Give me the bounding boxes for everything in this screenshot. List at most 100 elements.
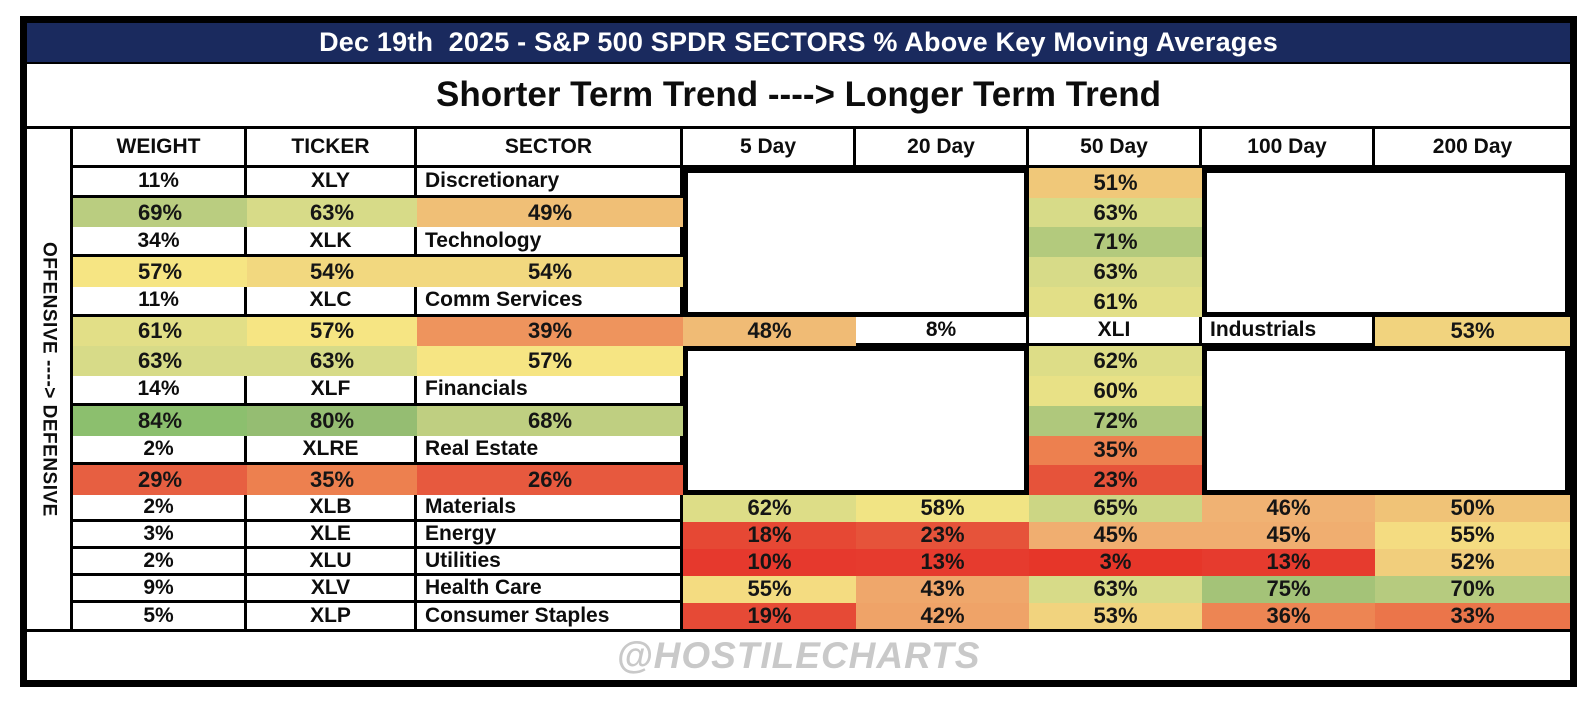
value-cell-xlre-50-day: 35% xyxy=(247,465,417,495)
value-cell-xlb-5-day: 62% xyxy=(683,494,856,522)
weight-cell-xlc: 11% xyxy=(73,286,247,317)
value-cell-xlf-100-day: 68% xyxy=(417,405,683,436)
value-cell-xle-20-day: 23% xyxy=(856,521,1029,549)
value-cell-xlb-100-day: 46% xyxy=(1202,494,1375,522)
value-cell-xlu-100-day: 13% xyxy=(1202,548,1375,576)
column-header-sector: SECTOR xyxy=(417,129,683,168)
sector-cell-xlv: Health Care xyxy=(417,575,683,603)
value-cell-xlp-5-day: 19% xyxy=(683,602,856,629)
column-header-200-day: 200 Day xyxy=(1375,129,1570,168)
sector-cell-xlf: Financials xyxy=(417,376,683,406)
sector-cell-xli: Industrials xyxy=(1202,316,1375,347)
value-cell-xlu-20-day: 13% xyxy=(856,548,1029,576)
value-cell-xlre-200-day: 23% xyxy=(1029,465,1202,495)
value-cell-xlu-200-day: 52% xyxy=(1375,548,1570,576)
value-cell-xlf-50-day: 80% xyxy=(247,405,417,436)
value-cell-xlre-5-day: 35% xyxy=(1029,435,1202,466)
value-cell-xlc-20-day: 61% xyxy=(73,316,247,347)
value-cell-xlp-50-day: 53% xyxy=(1029,602,1202,629)
weight-cell-xlp: 5% xyxy=(73,602,247,629)
weight-cell-xlb: 2% xyxy=(73,494,247,522)
ticker-cell-xlb: XLB xyxy=(247,494,417,522)
ticker-cell-xlp: XLP xyxy=(247,602,417,629)
weight-cell-xlk: 34% xyxy=(73,227,247,258)
sector-cell-xlu: Utilities xyxy=(417,548,683,576)
ticker-cell-xlc: XLC xyxy=(247,286,417,317)
sector-table: WEIGHT TICKER SECTOR 5 Day 20 Day 50 Day 100 D… xyxy=(73,129,1570,629)
value-cell-xli-5-day: 53% xyxy=(1375,316,1570,347)
main-area: OFFENSIVE ----> DEFENSIVE WEIGHT TICKER SE… xyxy=(27,129,1570,629)
value-cell-xlk-20-day: 57% xyxy=(73,257,247,287)
offensive-defensive-label: OFFENSIVE ----> DEFENSIVE xyxy=(38,241,60,517)
value-cell-xlp-100-day: 36% xyxy=(1202,602,1375,629)
weight-cell-xly: 11% xyxy=(73,168,247,198)
ticker-cell-xlu: XLU xyxy=(247,548,417,576)
column-header-100-day: 100 Day xyxy=(1202,129,1375,168)
value-cell-xly-200-day: 63% xyxy=(1029,197,1202,228)
value-cell-xlc-200-day: 48% xyxy=(683,316,856,347)
value-cell-xlb-50-day: 65% xyxy=(1029,494,1202,522)
group-box-4 xyxy=(1202,346,1570,495)
value-cell-xly-5-day: 51% xyxy=(1029,168,1202,198)
value-cell-xli-50-day: 63% xyxy=(247,346,417,377)
value-cell-xly-100-day: 49% xyxy=(417,197,683,228)
weight-cell-xli: 8% xyxy=(856,316,1029,347)
ticker-cell-xlv: XLV xyxy=(247,575,417,603)
value-cell-xlre-20-day: 29% xyxy=(73,465,247,495)
value-cell-xlk-100-day: 54% xyxy=(417,257,683,287)
ticker-cell-xlre: XLRE xyxy=(247,435,417,466)
footer-row: @HOSTILECHARTS xyxy=(27,629,1570,680)
subtitle-row: Shorter Term Trend ----> Longer Term Tre… xyxy=(27,64,1570,129)
trend-subtitle: Shorter Term Trend ----> Longer Term Tre… xyxy=(435,75,1162,114)
weight-cell-xlre: 2% xyxy=(73,435,247,466)
value-cell-xlv-200-day: 70% xyxy=(1375,575,1570,603)
sector-cell-xlre: Real Estate xyxy=(417,435,683,466)
sector-cell-xlc: Comm Services xyxy=(417,286,683,317)
value-cell-xlv-50-day: 63% xyxy=(1029,575,1202,603)
value-cell-xlv-5-day: 55% xyxy=(683,575,856,603)
value-cell-xli-20-day: 63% xyxy=(73,346,247,377)
value-cell-xly-50-day: 63% xyxy=(247,197,417,228)
value-cell-xlu-50-day: 3% xyxy=(1029,548,1202,576)
watermark: @HOSTILECHARTS xyxy=(616,635,981,676)
column-header-20-day: 20 Day xyxy=(856,129,1029,168)
value-cell-xlf-5-day: 60% xyxy=(1029,376,1202,406)
weight-cell-xlu: 2% xyxy=(73,548,247,576)
value-cell-xlp-200-day: 33% xyxy=(1375,602,1570,629)
value-cell-xli-200-day: 62% xyxy=(1029,346,1202,377)
group-box-2 xyxy=(1202,168,1570,317)
value-cell-xli-100-day: 57% xyxy=(417,346,683,377)
weight-cell-xle: 3% xyxy=(73,521,247,549)
sector-cell-xlk: Technology xyxy=(417,227,683,258)
value-cell-xlk-5-day: 71% xyxy=(1029,227,1202,258)
value-cell-xle-200-day: 55% xyxy=(1375,521,1570,549)
value-cell-xlc-100-day: 39% xyxy=(417,316,683,347)
ticker-cell-xli: XLI xyxy=(1029,316,1202,347)
column-header-50-day: 50 Day xyxy=(1029,129,1202,168)
ticker-cell-xlf: XLF xyxy=(247,376,417,406)
value-cell-xlc-50-day: 57% xyxy=(247,316,417,347)
column-header-weight: WEIGHT xyxy=(73,129,247,168)
value-cell-xlk-200-day: 63% xyxy=(1029,257,1202,287)
title-bar: Dec 19th 2025 - S&P 500 SPDR SECTORS % A… xyxy=(27,23,1570,64)
value-cell-xlv-20-day: 43% xyxy=(856,575,1029,603)
table-frame: Dec 19th 2025 - S&P 500 SPDR SECTORS % A… xyxy=(20,16,1577,687)
value-cell-xlk-50-day: 54% xyxy=(247,257,417,287)
value-cell-xle-5-day: 18% xyxy=(683,521,856,549)
offensive-defensive-axis: OFFENSIVE ----> DEFENSIVE xyxy=(27,129,73,629)
sector-cell-xle: Energy xyxy=(417,521,683,549)
group-box-1 xyxy=(683,168,1029,317)
value-cell-xlf-20-day: 84% xyxy=(73,405,247,436)
value-cell-xlu-5-day: 10% xyxy=(683,548,856,576)
column-header-5-day: 5 Day xyxy=(683,129,856,168)
value-cell-xlp-20-day: 42% xyxy=(856,602,1029,629)
value-cell-xlre-100-day: 26% xyxy=(417,465,683,495)
value-cell-xly-20-day: 69% xyxy=(73,197,247,228)
value-cell-xle-50-day: 45% xyxy=(1029,521,1202,549)
value-cell-xlb-200-day: 50% xyxy=(1375,494,1570,522)
value-cell-xlb-20-day: 58% xyxy=(856,494,1029,522)
weight-cell-xlf: 14% xyxy=(73,376,247,406)
sector-cell-xlp: Consumer Staples xyxy=(417,602,683,629)
ticker-cell-xlk: XLK xyxy=(247,227,417,258)
sector-cell-xlb: Materials xyxy=(417,494,683,522)
